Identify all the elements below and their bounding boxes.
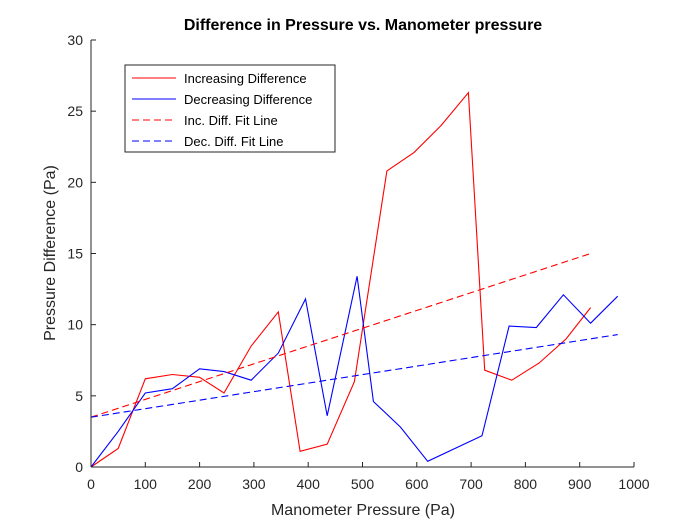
x-tick-label: 600 — [405, 476, 429, 492]
y-tick-label: 0 — [75, 459, 83, 475]
x-tick-label: 500 — [351, 476, 375, 492]
series-layer — [90, 91, 619, 468]
y-tick-label: 25 — [67, 103, 83, 119]
legend-entry-label: Dec. Diff. Fit Line — [184, 134, 283, 149]
legend-entry-label: Inc. Diff. Fit Line — [184, 113, 278, 128]
x-tick-label: 400 — [297, 476, 321, 492]
y-tick-label: 10 — [67, 317, 83, 333]
x-tick-label: 200 — [188, 476, 212, 492]
x-tick-label: 900 — [568, 476, 592, 492]
axes-layer: 0 100 200 300 400 500 600 700 800 900 1000 0 5 10 15 20… — [67, 32, 649, 492]
series-line-2 — [90, 276, 619, 468]
y-tick-label: 30 — [67, 32, 83, 48]
y-tick-label: 15 — [67, 246, 83, 262]
x-tick-label: 800 — [514, 476, 538, 492]
y-axis-label: Pressure Difference (Pa) — [42, 165, 59, 341]
x-tick-label: 700 — [459, 476, 483, 492]
legend-entry-label: Increasing Difference — [184, 71, 307, 86]
x-tick-label: 0 — [87, 476, 95, 492]
legend-entry-label: Decreasing Difference — [184, 92, 312, 107]
chart-title: Difference in Pressure vs. Manometer pre… — [184, 17, 542, 34]
x-tick-label: 100 — [134, 476, 158, 492]
y-tick-label: 20 — [67, 174, 83, 190]
series-line-4 — [90, 334, 618, 418]
legend: Increasing Difference Decreasing Differen… — [124, 64, 336, 153]
series-line-1 — [90, 91, 592, 468]
x-tick-label: 300 — [242, 476, 266, 492]
x-tick-label: 1000 — [618, 476, 649, 492]
legend-box — [124, 64, 336, 153]
y-tick-label: 5 — [75, 388, 83, 404]
x-axis-label: Manometer Pressure (Pa) — [271, 502, 455, 519]
